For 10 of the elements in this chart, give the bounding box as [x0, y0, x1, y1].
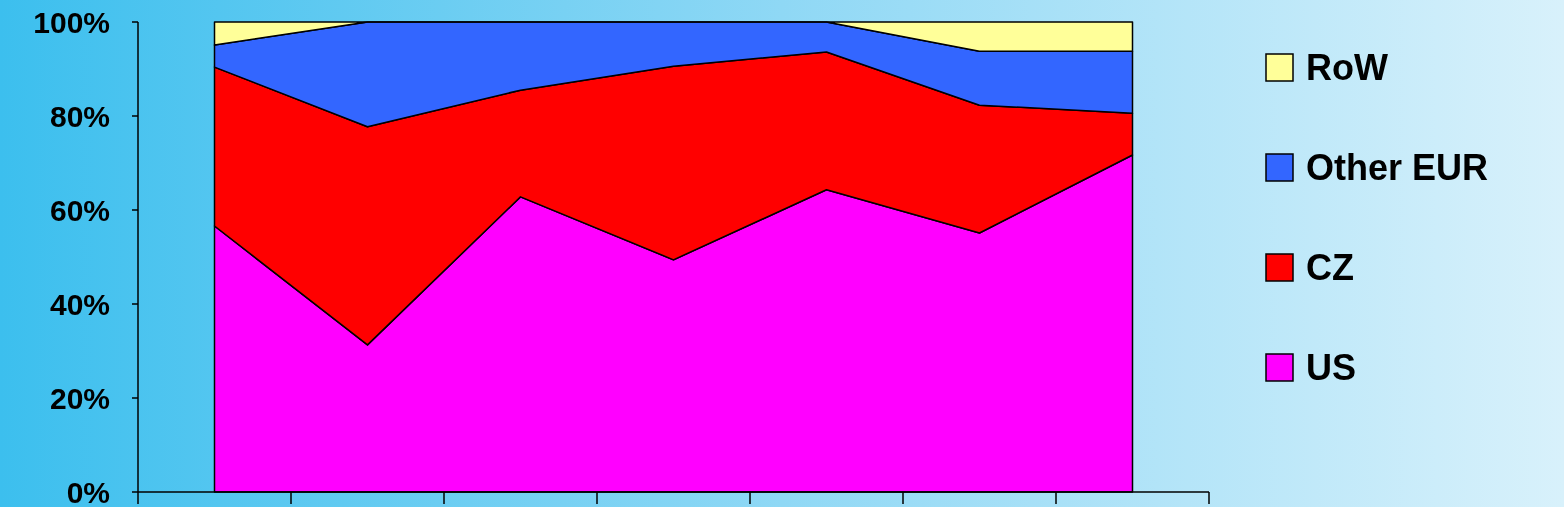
y-tick-label: 100%	[33, 5, 110, 39]
y-tick-label: 0%	[66, 475, 110, 507]
y-tick-label: 20%	[49, 381, 110, 415]
legend-label: US	[1306, 346, 1357, 388]
legend-label: RoW	[1306, 46, 1388, 88]
y-tick-label: 60%	[49, 193, 110, 227]
legend-label: Other EUR	[1306, 146, 1489, 188]
legend-label: CZ	[1306, 246, 1354, 288]
y-tick-label: 80%	[49, 99, 110, 133]
y-tick-label: 40%	[49, 287, 110, 321]
